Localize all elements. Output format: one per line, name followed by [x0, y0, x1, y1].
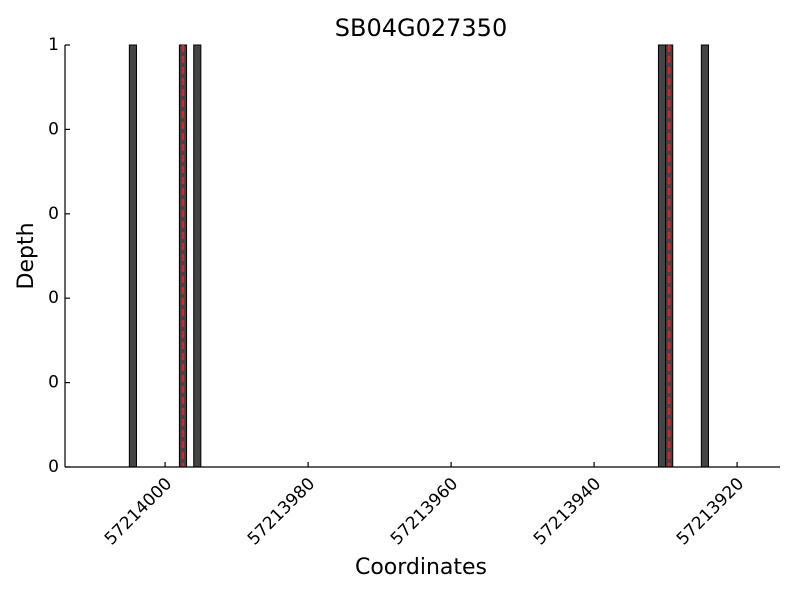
y-tick-label: 0 [48, 119, 59, 139]
y-tick-label: 0 [48, 457, 59, 477]
y-tick-label: 0 [48, 288, 59, 308]
y-tick-label: 0 [48, 373, 59, 393]
chart-title: SB04G027350 [335, 14, 507, 42]
x-tick-label: 57214000 [101, 474, 176, 549]
x-tick-label: 57213940 [530, 474, 605, 549]
x-tick-label: 57213980 [244, 474, 319, 549]
bar [128, 44, 138, 468]
x-tick-label: 57213920 [673, 474, 748, 549]
x-axis-label: Coordinates [355, 555, 487, 580]
y-tick-label: 1 [48, 35, 59, 55]
x-tick-label: 57213960 [387, 474, 462, 549]
bar [700, 44, 709, 468]
y-tick-label: 0 [48, 204, 59, 224]
bar [193, 44, 202, 468]
bar [657, 44, 667, 468]
y-axis-label: Depth [14, 222, 39, 289]
